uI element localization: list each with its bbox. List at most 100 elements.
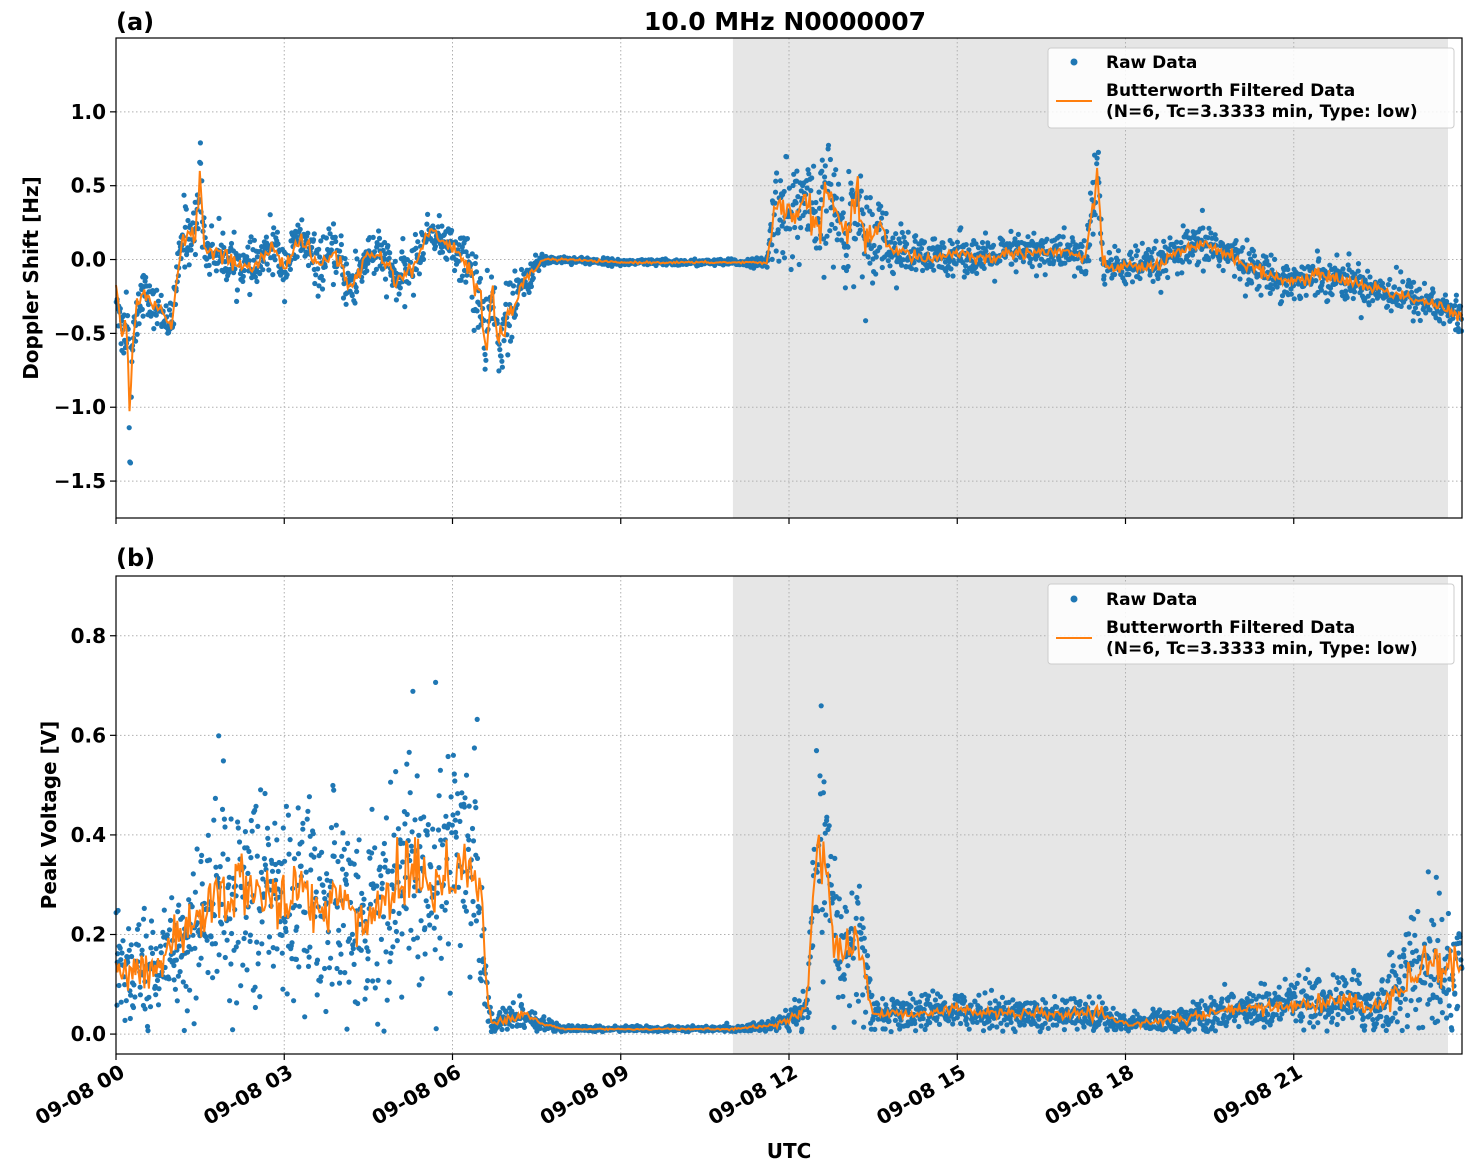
- raw-data-point: [331, 853, 337, 860]
- raw-data-point: [176, 943, 182, 949]
- raw-data-point: [886, 1018, 892, 1024]
- raw-data-point: [140, 313, 146, 319]
- raw-data-point: [788, 266, 794, 273]
- raw-data-point: [1379, 280, 1386, 286]
- raw-data-point: [251, 257, 257, 263]
- raw-data-point: [1410, 318, 1416, 324]
- raw-data-point: [873, 271, 879, 277]
- raw-data-point: [134, 331, 140, 337]
- raw-data-point: [863, 318, 869, 324]
- raw-data-point: [390, 944, 396, 950]
- raw-data-point: [289, 940, 295, 946]
- raw-data-point: [816, 189, 822, 195]
- raw-data-point: [414, 773, 420, 779]
- raw-data-point: [941, 244, 947, 251]
- raw-data-point: [263, 234, 269, 240]
- raw-data-point: [1417, 317, 1423, 324]
- raw-data-point: [798, 225, 804, 231]
- raw-data-point: [826, 823, 832, 829]
- raw-data-point: [832, 855, 838, 862]
- raw-data-point: [1150, 278, 1156, 284]
- raw-data-point: [243, 914, 249, 921]
- raw-data-point: [469, 825, 476, 832]
- raw-data-point: [342, 970, 348, 976]
- raw-data-point: [810, 859, 816, 866]
- raw-data-point: [167, 917, 174, 924]
- raw-data-point: [143, 274, 149, 280]
- raw-data-point: [473, 254, 479, 260]
- raw-data-point: [1261, 1024, 1267, 1030]
- raw-data-point: [482, 351, 488, 358]
- raw-data-point: [904, 241, 910, 247]
- raw-data-point: [830, 264, 837, 270]
- raw-data-point: [374, 961, 380, 967]
- raw-data-point: [927, 1020, 933, 1026]
- raw-data-point: [141, 905, 147, 912]
- raw-data-point: [247, 938, 253, 945]
- raw-data-point: [908, 1004, 914, 1010]
- raw-data-point: [1052, 993, 1058, 1000]
- raw-data-point: [818, 197, 825, 203]
- raw-data-point: [192, 945, 198, 951]
- raw-data-point: [126, 947, 132, 953]
- raw-data-point: [254, 278, 260, 285]
- raw-data-point: [279, 932, 285, 939]
- raw-data-point: [154, 287, 160, 293]
- raw-data-point: [154, 977, 161, 984]
- raw-data-point: [968, 1002, 974, 1009]
- raw-data-point: [370, 978, 376, 984]
- raw-data-point: [1292, 994, 1298, 1000]
- y-tick-label: 1.0: [71, 100, 106, 124]
- raw-data-point: [1110, 1005, 1116, 1011]
- raw-data-point: [126, 425, 132, 431]
- raw-data-point: [175, 909, 181, 915]
- raw-data-point: [302, 1014, 308, 1020]
- raw-data-point: [258, 869, 264, 876]
- raw-data-point: [504, 1026, 510, 1032]
- raw-data-point: [255, 961, 261, 967]
- raw-data-point: [293, 956, 299, 963]
- raw-data-point: [1291, 296, 1297, 302]
- raw-data-point: [175, 973, 181, 979]
- raw-data-point: [306, 794, 312, 800]
- raw-data-point: [912, 238, 918, 244]
- raw-data-point: [499, 1026, 505, 1033]
- raw-data-point: [423, 898, 429, 904]
- raw-data-point: [983, 248, 989, 254]
- raw-data-point: [932, 236, 938, 242]
- raw-data-point: [851, 284, 857, 290]
- raw-data-point: [1094, 161, 1100, 167]
- raw-data-point: [1453, 292, 1459, 298]
- raw-data-point: [387, 250, 393, 256]
- raw-data-point: [518, 266, 525, 273]
- raw-data-point: [166, 976, 172, 982]
- raw-data-point: [890, 270, 897, 277]
- raw-data-point: [229, 930, 235, 937]
- raw-data-point: [169, 895, 175, 901]
- raw-data-point: [280, 986, 286, 992]
- raw-data-point: [1128, 249, 1134, 255]
- raw-data-point: [1112, 271, 1118, 278]
- raw-data-point: [160, 929, 166, 936]
- raw-data-point: [1123, 281, 1129, 287]
- raw-data-point: [186, 897, 192, 903]
- raw-data-point: [333, 822, 339, 828]
- raw-data-point: [376, 235, 383, 241]
- raw-data-point: [994, 1024, 1000, 1030]
- y-tick-label: 0.5: [71, 174, 106, 198]
- raw-data-point: [887, 263, 893, 269]
- raw-data-point: [382, 276, 389, 282]
- raw-data-point: [901, 234, 907, 240]
- raw-data-point: [463, 772, 470, 778]
- raw-data-point: [223, 277, 230, 283]
- raw-data-point: [850, 194, 856, 200]
- raw-data-point: [1158, 289, 1164, 295]
- raw-data-point: [472, 799, 478, 805]
- raw-data-point: [392, 919, 398, 926]
- raw-data-point: [343, 301, 349, 307]
- raw-data-point: [402, 304, 408, 310]
- raw-data-point: [349, 293, 355, 299]
- raw-data-point: [254, 853, 260, 859]
- raw-data-point: [410, 292, 417, 298]
- raw-data-point: [465, 253, 471, 259]
